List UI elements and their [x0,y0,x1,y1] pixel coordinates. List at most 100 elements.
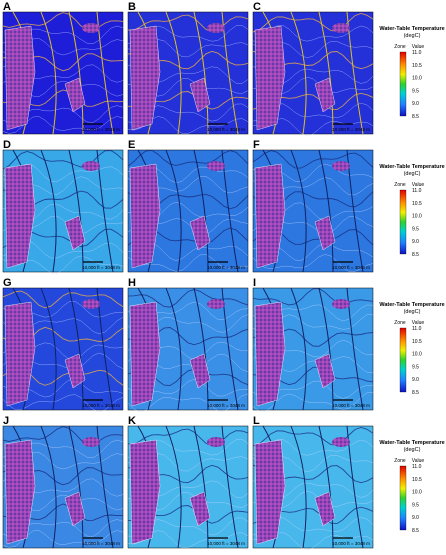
hatched-zone [82,23,100,33]
map-panel: 10,000 ft = 3048 m [252,287,374,412]
hatched-zone [254,163,286,269]
stream [290,149,307,273]
panel-label: L [253,415,260,427]
hatched-zone [314,353,336,389]
legend-tick-label: 8.5 [412,390,419,396]
scale-bar-label: 10,000 ft = 3048 m [207,265,245,270]
stream [68,425,84,549]
hatched-zone [332,437,350,447]
hatched-zone [189,491,211,527]
hatched-zone [207,161,225,171]
legend-tick-label: 9.5 [412,502,419,508]
stream [290,287,307,411]
scale-bar-label: 10,000 ft = 3048 m [207,127,245,132]
stream [290,11,307,135]
legend-tick-label: 10.0 [412,214,422,220]
legend-tick-label: 8.5 [412,114,419,120]
contour [127,289,249,308]
legend-title: Water-Table Temperature [379,164,444,170]
hatched-zone [64,77,86,113]
legend-tick-label: 10.0 [412,490,422,496]
contour [127,428,249,447]
hatched-zone [4,163,36,269]
stream [165,149,182,273]
hatched-zone [314,491,336,527]
legend-tick-label: 10.0 [412,76,422,82]
contour [252,392,374,412]
panel-label: C [253,1,261,13]
hatched-zone [207,437,225,447]
hatched-zone [82,437,100,447]
stream [40,11,57,135]
map-panel: 10,000 ft = 3048 m [127,11,249,135]
legend-tick-label: 10.5 [412,339,422,345]
contour [2,12,124,31]
contour [252,288,374,306]
colorbar [399,327,407,393]
hatched-zone [332,161,350,171]
legend-tick-label: 9.5 [412,226,419,232]
stream [193,287,209,411]
contour [127,14,249,33]
stream [165,11,182,135]
map-panel: 10,000 ft = 3048 m [2,287,124,413]
map-panel: 10,000 ft = 3048 m [252,149,374,273]
legend-unit: (degC) [404,33,421,39]
map-panel: 10,000 ft = 3048 m [2,425,124,549]
hatched-zone [4,301,36,407]
panel-label: D [3,139,11,151]
legend-value: Value [412,182,425,188]
contour [127,149,249,167]
contour [252,150,374,169]
legend-tick-label: 9.0 [412,101,419,107]
map-panel: 10,000 ft = 3048 m [127,149,249,273]
panel-label: I [253,277,256,289]
hatched-zone [332,23,350,33]
hatched-zone [254,25,286,131]
colorbar [399,465,407,531]
legend-tick-label: 10.0 [412,352,422,358]
legend-title: Water-Table Temperature [379,26,444,32]
stream [318,149,334,273]
stream [165,287,182,411]
contour [2,290,124,309]
hatched-zone [82,161,100,171]
legend-value: Value [412,320,425,326]
legend-tick-label: 10.5 [412,201,422,207]
legend-title: Water-Table Temperature [379,302,444,308]
map-panel: 10,000 ft = 3048 m [2,149,124,274]
hatched-zone [254,439,286,545]
stream [318,287,334,411]
legend-tick-label: 11.0 [412,326,422,332]
contour [127,254,248,272]
stream [68,287,84,411]
scale-bar-label: 10,000 ft = 3048 m [82,127,120,132]
contour [2,426,124,445]
contour [252,13,374,33]
hatched-zone [129,25,161,131]
legend-tick-label: 8.5 [412,252,419,258]
hatched-zone [314,215,336,251]
panel-label: F [253,139,260,151]
stream [193,11,209,135]
colorbar [399,189,407,255]
stream [165,425,182,549]
panel-label: G [3,277,12,289]
stream [68,11,84,135]
legend-tick-label: 11.0 [412,50,422,56]
scale-bar-label: 10,000 ft = 3048 m [332,403,370,408]
scale-bar-label: 10,000 ft = 3048 m [332,541,370,546]
panel-label: H [128,277,136,289]
hatched-zone [207,23,225,33]
map-panel: 10,000 ft = 3048 m [127,287,249,413]
scale-bar-label: 10,000 ft = 3048 m [82,403,120,408]
map-panel: 10,000 ft = 3048 m [252,11,374,137]
panel-label: E [128,139,135,151]
hatched-zone [189,77,211,113]
hatched-zone [64,353,86,389]
legend-value: Value [412,44,425,50]
legend-value: Value [412,458,425,464]
map-panel: 10,000 ft = 3048 m [2,11,124,135]
contour [252,427,374,447]
